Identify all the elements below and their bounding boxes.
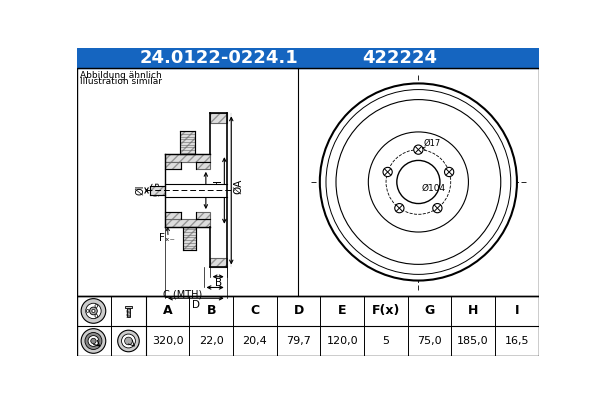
Circle shape xyxy=(92,310,95,312)
Bar xyxy=(210,114,227,123)
Text: ØE: ØE xyxy=(194,182,205,196)
Circle shape xyxy=(95,314,98,317)
Circle shape xyxy=(125,337,133,345)
Text: 5: 5 xyxy=(382,336,389,346)
Bar xyxy=(77,48,539,68)
Bar xyxy=(165,219,210,227)
Text: ØA: ØA xyxy=(233,179,243,194)
Circle shape xyxy=(383,167,392,177)
Circle shape xyxy=(320,84,517,280)
Bar xyxy=(165,219,210,227)
Bar xyxy=(196,212,210,219)
Text: 20,4: 20,4 xyxy=(242,336,267,346)
Circle shape xyxy=(88,336,99,346)
Text: Illustration similar: Illustration similar xyxy=(80,77,161,86)
Bar xyxy=(77,296,539,356)
Text: Ø17: Ø17 xyxy=(424,139,441,148)
Text: D: D xyxy=(192,300,200,310)
Bar xyxy=(165,154,210,162)
Circle shape xyxy=(433,204,442,213)
Bar xyxy=(179,131,195,154)
Circle shape xyxy=(91,338,96,344)
Circle shape xyxy=(81,299,106,323)
Circle shape xyxy=(397,160,440,204)
Text: ØG: ØG xyxy=(151,181,161,196)
Text: 120,0: 120,0 xyxy=(326,336,358,346)
Bar xyxy=(210,258,227,268)
Text: 320,0: 320,0 xyxy=(152,336,184,346)
Text: E: E xyxy=(338,304,346,318)
Circle shape xyxy=(95,304,98,307)
Bar xyxy=(127,308,130,317)
Bar xyxy=(149,186,165,195)
Bar xyxy=(77,68,539,296)
Polygon shape xyxy=(125,306,133,308)
Bar xyxy=(165,212,181,219)
Circle shape xyxy=(445,167,454,177)
Circle shape xyxy=(86,303,101,319)
Circle shape xyxy=(368,132,469,232)
Text: 185,0: 185,0 xyxy=(457,336,489,346)
Bar xyxy=(184,227,196,250)
Circle shape xyxy=(89,307,97,315)
Text: B: B xyxy=(206,304,216,318)
Text: H: H xyxy=(468,304,478,318)
Bar xyxy=(196,162,210,169)
Bar xyxy=(149,186,165,195)
Bar xyxy=(196,212,210,219)
Circle shape xyxy=(336,100,501,264)
Bar xyxy=(210,258,227,268)
Bar xyxy=(165,162,181,169)
Text: A: A xyxy=(163,304,172,318)
Text: 22,0: 22,0 xyxy=(199,336,224,346)
Text: Fₓ₋: Fₓ₋ xyxy=(159,233,175,243)
Text: G: G xyxy=(424,304,434,318)
Circle shape xyxy=(395,204,404,213)
Circle shape xyxy=(86,310,89,312)
Bar xyxy=(165,154,210,162)
Circle shape xyxy=(118,330,139,352)
Bar xyxy=(179,131,195,154)
Circle shape xyxy=(326,90,511,274)
Text: C: C xyxy=(250,304,259,318)
Text: D: D xyxy=(293,304,304,318)
Text: 16,5: 16,5 xyxy=(505,336,529,346)
Text: Abbildung ähnlich: Abbildung ähnlich xyxy=(80,71,161,80)
Bar xyxy=(165,212,181,219)
Text: ØH: ØH xyxy=(213,178,223,194)
Circle shape xyxy=(81,329,106,353)
Bar xyxy=(184,227,196,250)
Text: C (MTH): C (MTH) xyxy=(163,289,202,299)
Bar xyxy=(165,184,227,197)
Text: 24.0122-0224.1: 24.0122-0224.1 xyxy=(140,49,298,67)
Circle shape xyxy=(122,334,136,348)
Text: I: I xyxy=(514,304,519,318)
Text: F(x): F(x) xyxy=(371,304,400,318)
Bar xyxy=(210,114,227,123)
Circle shape xyxy=(85,332,102,350)
Text: 75,0: 75,0 xyxy=(417,336,442,346)
Bar xyxy=(165,162,181,169)
Text: ØI: ØI xyxy=(135,184,145,195)
Text: 79,7: 79,7 xyxy=(286,336,311,346)
Circle shape xyxy=(414,145,423,154)
Text: B: B xyxy=(215,278,222,288)
Text: 422224: 422224 xyxy=(362,49,437,67)
Text: Ø104: Ø104 xyxy=(421,184,446,193)
Bar xyxy=(196,162,210,169)
